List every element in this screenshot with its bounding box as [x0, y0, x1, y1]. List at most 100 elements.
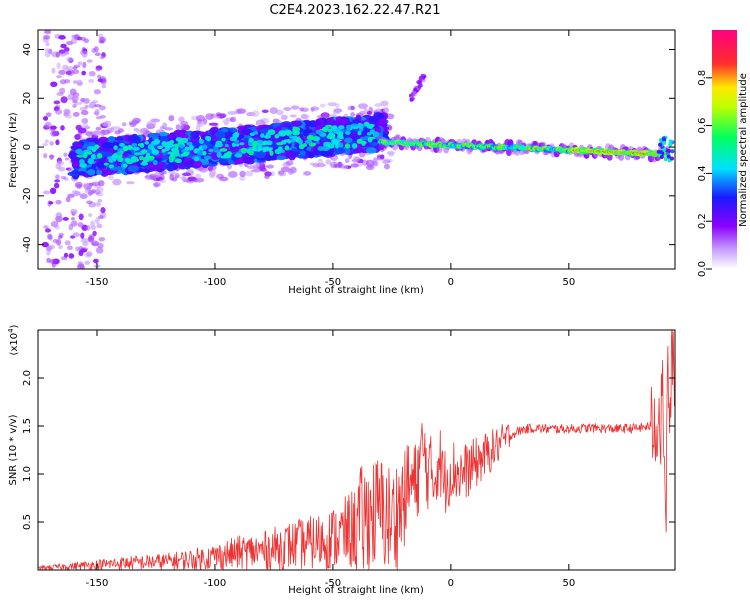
heatmap-cell — [97, 180, 105, 187]
heatmap-cell — [316, 125, 325, 130]
heatmap-cell — [194, 173, 202, 179]
heatmap-cell — [102, 169, 113, 176]
heatmap-cell — [97, 199, 103, 203]
heatmap-cell — [285, 160, 294, 166]
x-tick-label: 0 — [448, 578, 454, 589]
heatmap-cell — [50, 129, 58, 137]
heatmap-cell — [304, 114, 310, 121]
heatmap-cell — [48, 201, 54, 205]
colorbar-tick-label: 0.4 — [697, 165, 708, 181]
heatmap-cell — [182, 172, 192, 177]
heatmap-cell — [66, 57, 74, 62]
heatmap-cell — [58, 244, 63, 250]
heatmap-cell — [136, 129, 146, 134]
heatmap-cell — [47, 233, 53, 240]
heatmap-cell — [122, 145, 129, 151]
heatmap-cell — [96, 186, 104, 193]
heatmap-cell — [338, 142, 344, 148]
heatmap-cell — [49, 187, 57, 195]
heatmap-cell — [79, 264, 85, 269]
y-tick-label: 0.5 — [22, 514, 33, 530]
heatmap-cell — [86, 224, 91, 231]
heatmap-cell — [344, 137, 353, 143]
heatmap-cell — [326, 134, 335, 140]
heatmap-cell — [315, 129, 323, 135]
heatmap-cell — [96, 169, 103, 175]
heatmap-cell — [344, 143, 351, 149]
heatmap-cell — [666, 154, 671, 159]
heatmap-cell — [44, 30, 52, 35]
heatmap-cell — [214, 131, 226, 139]
heatmap-cell — [64, 240, 71, 246]
heatmap-cell — [63, 152, 68, 157]
heatmap-cell — [98, 237, 106, 242]
heatmap-cell — [50, 81, 58, 88]
heatmap-cell — [365, 147, 377, 154]
colorbar-gradient — [712, 30, 737, 269]
heatmap-cell — [236, 108, 247, 114]
heatmap-cell — [344, 158, 350, 164]
heatmap-cell — [161, 148, 166, 153]
heatmap-cell — [248, 155, 256, 160]
heatmap-cell — [82, 61, 87, 69]
heatmap-cell — [193, 160, 203, 168]
heatmap-cell — [418, 83, 423, 88]
heatmap-cell — [94, 108, 100, 116]
heatmap-cell — [255, 150, 266, 159]
heatmap-cell — [350, 163, 359, 168]
heatmap-cell — [93, 46, 99, 53]
heatmap-cell — [338, 125, 345, 130]
heatmap-cell — [95, 247, 104, 254]
heatmap-cell — [332, 156, 337, 162]
heatmap-cell — [54, 179, 61, 183]
heatmap-cell — [141, 149, 148, 154]
heatmap-cell — [55, 108, 63, 115]
heatmap-cell — [151, 140, 159, 144]
heatmap-cell — [192, 140, 200, 147]
heatmap-cell — [220, 155, 227, 159]
heatmap-cell — [80, 232, 85, 239]
heatmap-cell — [108, 174, 114, 181]
heatmap-cell — [327, 143, 335, 149]
x-tick-label: -50 — [325, 277, 341, 288]
heatmap-cell — [42, 142, 48, 147]
snr-series-line — [38, 330, 675, 570]
heatmap-cell — [117, 128, 124, 133]
heatmap-cell — [153, 172, 162, 178]
heatmap-cell — [417, 80, 422, 85]
heatmap-cell — [64, 51, 70, 55]
heatmap-cell — [171, 147, 176, 153]
heatmap-cell — [174, 130, 185, 138]
heatmap-cell — [103, 162, 109, 166]
heatmap-cell — [97, 243, 104, 249]
heatmap-cell — [151, 149, 160, 155]
heatmap-cell — [239, 142, 245, 146]
heatmap-cell — [60, 96, 68, 104]
heatmap-cell — [324, 151, 332, 157]
heatmap-cell — [306, 135, 315, 141]
heatmap-cell — [134, 152, 141, 156]
heatmap-cell — [55, 174, 60, 180]
x-tick-label: 50 — [562, 578, 575, 589]
heatmap-cell — [239, 175, 246, 181]
heatmap-cell — [269, 107, 278, 114]
heatmap-cell — [146, 120, 157, 128]
heatmap-cell — [248, 137, 254, 143]
heatmap-cell — [268, 147, 273, 151]
heatmap-cell — [260, 133, 265, 138]
heatmap-cell — [85, 131, 94, 137]
heatmap-cell — [67, 245, 73, 251]
heatmap-cell — [193, 156, 200, 162]
heatmap-cell — [55, 212, 63, 219]
heatmap-cell — [224, 143, 229, 148]
heatmap-cell — [113, 145, 118, 150]
heatmap-cell — [172, 151, 180, 157]
heatmap-cell — [235, 143, 240, 147]
heatmap-cell — [77, 127, 87, 134]
heatmap-cell — [327, 102, 338, 107]
heatmap-cell — [292, 135, 298, 141]
heatmap-cell — [304, 128, 313, 134]
heatmap-cell — [93, 129, 101, 137]
heatmap-cell — [195, 115, 206, 122]
heatmap-cell — [260, 168, 268, 172]
